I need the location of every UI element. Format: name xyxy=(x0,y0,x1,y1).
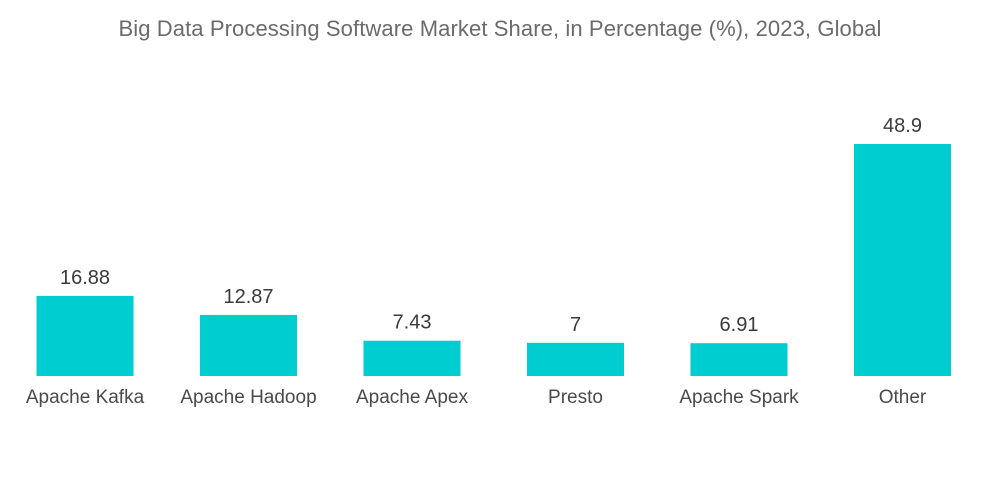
bar-presto xyxy=(527,342,624,376)
value-label-apache-kafka: 16.88 xyxy=(60,267,110,289)
category-label-presto: Presto xyxy=(548,387,603,408)
category-label-apache-spark: Apache Spark xyxy=(679,387,799,408)
bar-apache-spark xyxy=(690,343,788,376)
bar-apache-kafka xyxy=(36,295,134,376)
value-label-presto: 7 xyxy=(570,314,581,336)
category-label-apache-hadoop: Apache Hadoop xyxy=(180,387,316,408)
bar-apache-hadoop xyxy=(200,314,297,376)
value-label-apache-apex: 7.43 xyxy=(393,312,432,334)
chart-title: Big Data Processing Software Market Shar… xyxy=(118,16,882,41)
bar-other xyxy=(854,144,951,376)
value-label-apache-hadoop: 12.87 xyxy=(223,286,273,308)
bar-apache-apex xyxy=(363,340,461,376)
value-label-other: 48.9 xyxy=(883,115,922,137)
category-label-other: Other xyxy=(879,387,927,408)
category-label-apache-apex: Apache Apex xyxy=(356,387,468,408)
category-label-apache-kafka: Apache Kafka xyxy=(26,387,145,408)
value-label-apache-spark: 6.91 xyxy=(720,314,759,336)
